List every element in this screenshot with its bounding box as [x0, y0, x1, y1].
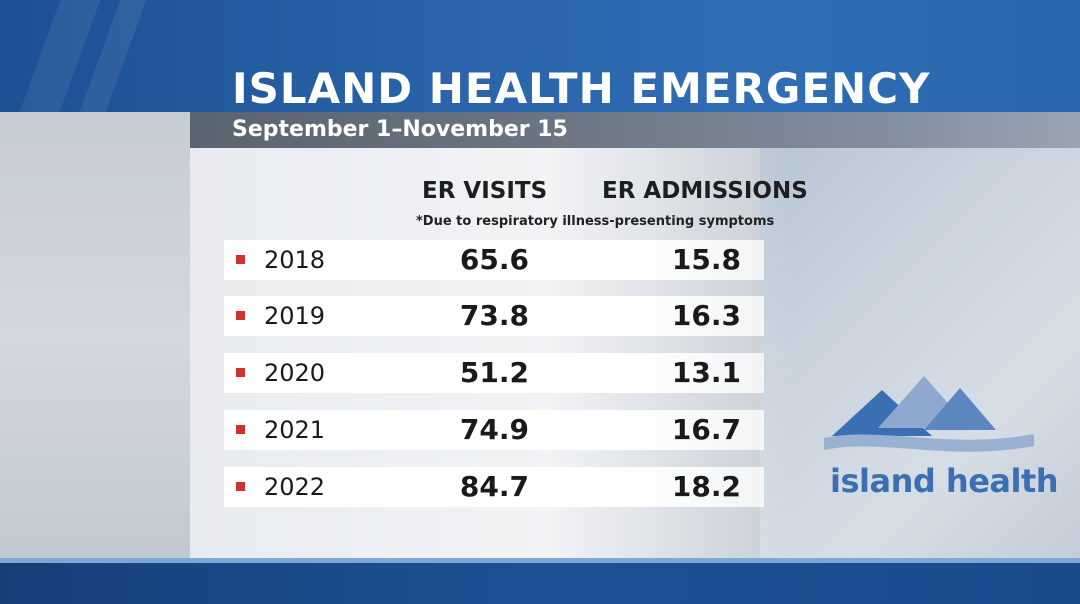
- footer-background: [0, 558, 1080, 604]
- mountain-wave-logo-icon: [824, 376, 1034, 452]
- bullet-icon: [236, 425, 245, 434]
- er-admissions-column-header: ER ADMISSIONS: [602, 178, 808, 204]
- table-row: 2021 74.9 16.7: [224, 410, 764, 450]
- er-admissions-value: 16.7: [671, 413, 741, 446]
- er-admissions-value: 16.3: [671, 299, 741, 332]
- year-label: 2019: [264, 302, 326, 330]
- bullet-icon: [236, 368, 245, 377]
- hospital-photo-background: [760, 112, 1080, 562]
- footnote: *Due to respiratory illness-presenting s…: [416, 214, 775, 229]
- er-visits-value: 51.2: [459, 356, 529, 389]
- er-visits-value: 65.6: [459, 243, 529, 276]
- table-row: 2022 84.7 18.2: [224, 467, 764, 507]
- header-background: [0, 0, 1080, 112]
- er-visits-value: 73.8: [459, 299, 529, 332]
- year-label: 2020: [264, 359, 326, 387]
- page-title: ISLAND HEALTH EMERGENCY: [232, 64, 931, 113]
- table-row: 2018 65.6 15.8: [224, 240, 764, 280]
- table-row: 2019 73.8 16.3: [224, 296, 764, 336]
- year-label: 2022: [264, 473, 326, 501]
- er-admissions-value: 15.8: [671, 243, 741, 276]
- island-health-logo-text: island health: [830, 462, 1059, 500]
- left-background-panel: [0, 112, 190, 562]
- table-row: 2020 51.2 13.1: [224, 353, 764, 393]
- year-label: 2021: [264, 416, 326, 444]
- er-admissions-value: 18.2: [671, 470, 741, 503]
- bullet-icon: [236, 482, 245, 491]
- er-visits-column-header: ER VISITS: [422, 178, 548, 204]
- er-visits-value: 74.9: [459, 413, 529, 446]
- subtitle-bar: [190, 112, 1080, 148]
- bullet-icon: [236, 255, 245, 264]
- year-label: 2018: [264, 246, 326, 274]
- er-visits-value: 84.7: [459, 470, 529, 503]
- er-admissions-value: 13.1: [671, 356, 741, 389]
- date-range-subtitle: September 1–November 15: [232, 117, 568, 142]
- bullet-icon: [236, 311, 245, 320]
